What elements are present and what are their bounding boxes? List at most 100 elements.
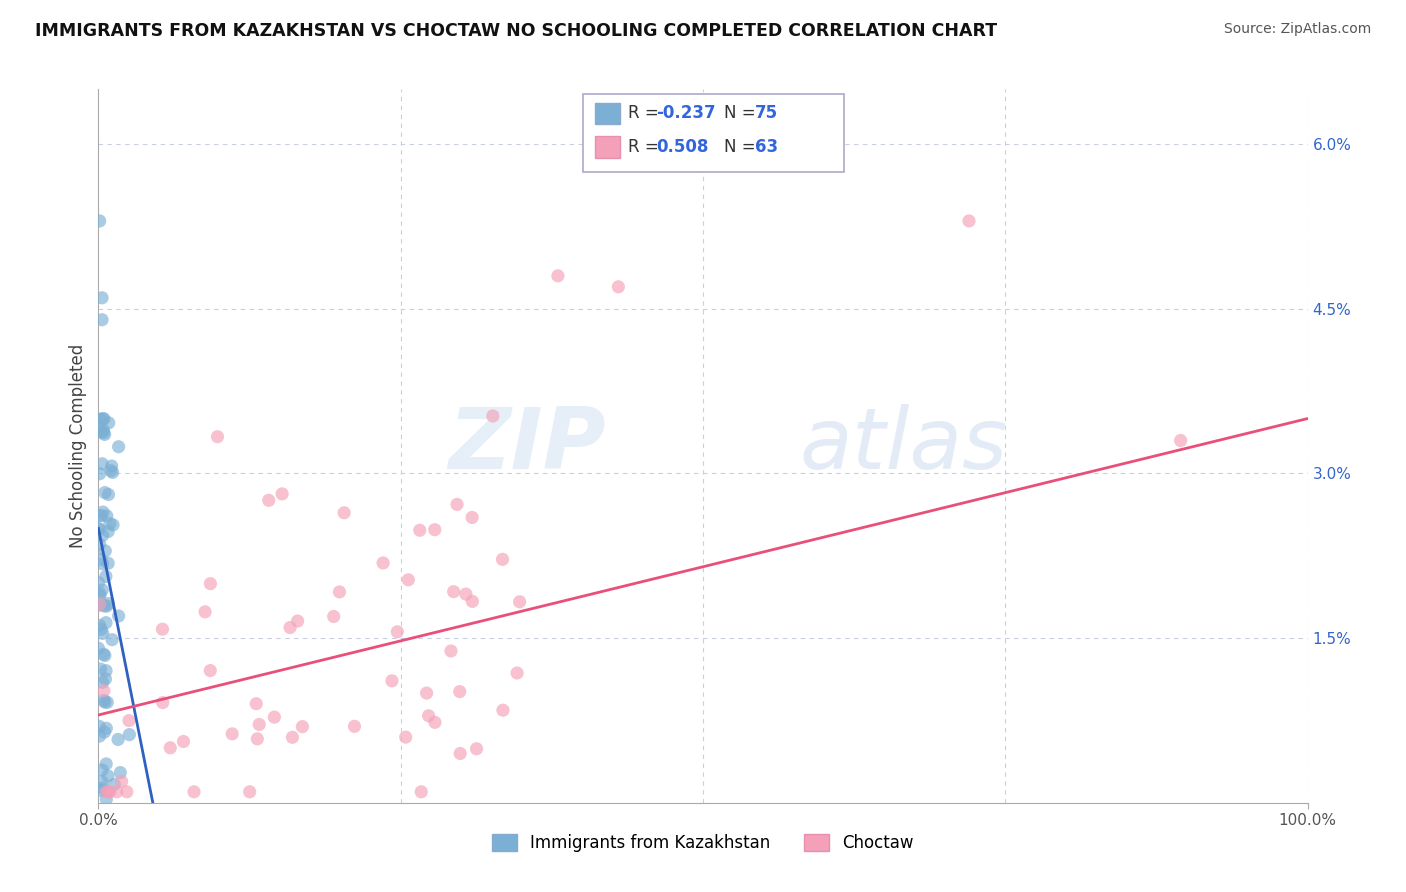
Point	[89, 537, 111, 551]
Point	[461, 594, 484, 608]
Point	[481, 409, 503, 423]
Point	[423, 715, 446, 730]
Point	[152, 622, 174, 636]
Point	[87, 522, 110, 536]
Point	[91, 505, 114, 519]
Point	[89, 598, 111, 612]
Point	[90, 623, 112, 637]
Point	[110, 765, 132, 780]
Point	[91, 626, 114, 640]
Point	[96, 785, 118, 799]
Point	[509, 595, 531, 609]
Text: 63: 63	[755, 138, 778, 156]
Point	[101, 632, 124, 647]
Point	[96, 756, 118, 771]
Point	[291, 720, 314, 734]
Point	[89, 719, 111, 733]
Point	[93, 425, 115, 440]
Point	[278, 621, 301, 635]
Point	[103, 777, 125, 791]
Point	[446, 497, 468, 511]
Point	[91, 291, 114, 305]
Point	[96, 721, 118, 735]
Point	[200, 664, 222, 678]
Point	[465, 741, 488, 756]
Point	[98, 516, 121, 531]
Point	[89, 586, 111, 600]
Point	[491, 552, 513, 566]
Point	[547, 268, 569, 283]
Point	[87, 575, 110, 590]
Text: 0.508: 0.508	[657, 138, 709, 156]
Point	[100, 464, 122, 478]
Point	[101, 517, 124, 532]
Point	[91, 528, 114, 542]
Point	[91, 411, 114, 425]
Point	[93, 423, 115, 437]
Point	[387, 624, 409, 639]
Text: N =: N =	[724, 138, 761, 156]
Text: ZIP: ZIP	[449, 404, 606, 488]
Point	[245, 697, 267, 711]
Point	[89, 589, 111, 603]
Text: atlas: atlas	[800, 404, 1008, 488]
Point	[172, 734, 194, 748]
Point	[152, 696, 174, 710]
Point	[97, 556, 120, 570]
Point	[322, 609, 344, 624]
Point	[461, 510, 484, 524]
Point	[440, 644, 463, 658]
Point	[247, 717, 270, 731]
Point	[87, 641, 110, 656]
Point	[418, 708, 440, 723]
Point	[263, 710, 285, 724]
Point	[89, 412, 111, 426]
Point	[97, 524, 120, 539]
Point	[96, 508, 118, 523]
Point	[91, 557, 114, 571]
Point	[87, 420, 110, 434]
Point	[91, 312, 114, 326]
Point	[343, 719, 366, 733]
Point	[89, 214, 111, 228]
Point	[111, 774, 134, 789]
Point	[94, 664, 117, 678]
Point	[96, 599, 118, 613]
Point	[246, 731, 269, 746]
Point	[91, 582, 114, 597]
Point	[89, 729, 111, 743]
Point	[94, 672, 117, 686]
Point	[90, 662, 112, 676]
Text: IMMIGRANTS FROM KAZAKHSTAN VS CHOCTAW NO SCHOOLING COMPLETED CORRELATION CHART: IMMIGRANTS FROM KAZAKHSTAN VS CHOCTAW NO…	[35, 22, 997, 40]
Point	[94, 569, 117, 583]
Point	[395, 730, 418, 744]
Point	[257, 493, 280, 508]
Point	[97, 597, 120, 611]
Legend: Immigrants from Kazakhstan, Choctaw: Immigrants from Kazakhstan, Choctaw	[485, 827, 921, 859]
Point	[454, 587, 477, 601]
Point	[93, 725, 115, 739]
Point	[107, 440, 129, 454]
Point	[396, 573, 419, 587]
Point	[423, 523, 446, 537]
Point	[91, 675, 114, 690]
Point	[90, 552, 112, 566]
Point	[207, 430, 229, 444]
Point	[409, 523, 432, 537]
Point	[287, 614, 309, 628]
Point	[107, 732, 129, 747]
Point	[94, 648, 117, 663]
Text: Source: ZipAtlas.com: Source: ZipAtlas.com	[1223, 22, 1371, 37]
Text: 75: 75	[755, 104, 778, 122]
Point	[90, 425, 112, 439]
Point	[371, 556, 394, 570]
Point	[94, 544, 117, 558]
Point	[93, 647, 115, 661]
Point	[87, 508, 110, 523]
Point	[183, 785, 205, 799]
Point	[100, 458, 122, 473]
Text: N =: N =	[724, 104, 761, 122]
Point	[94, 615, 117, 630]
Point	[94, 485, 117, 500]
Point	[93, 599, 115, 613]
